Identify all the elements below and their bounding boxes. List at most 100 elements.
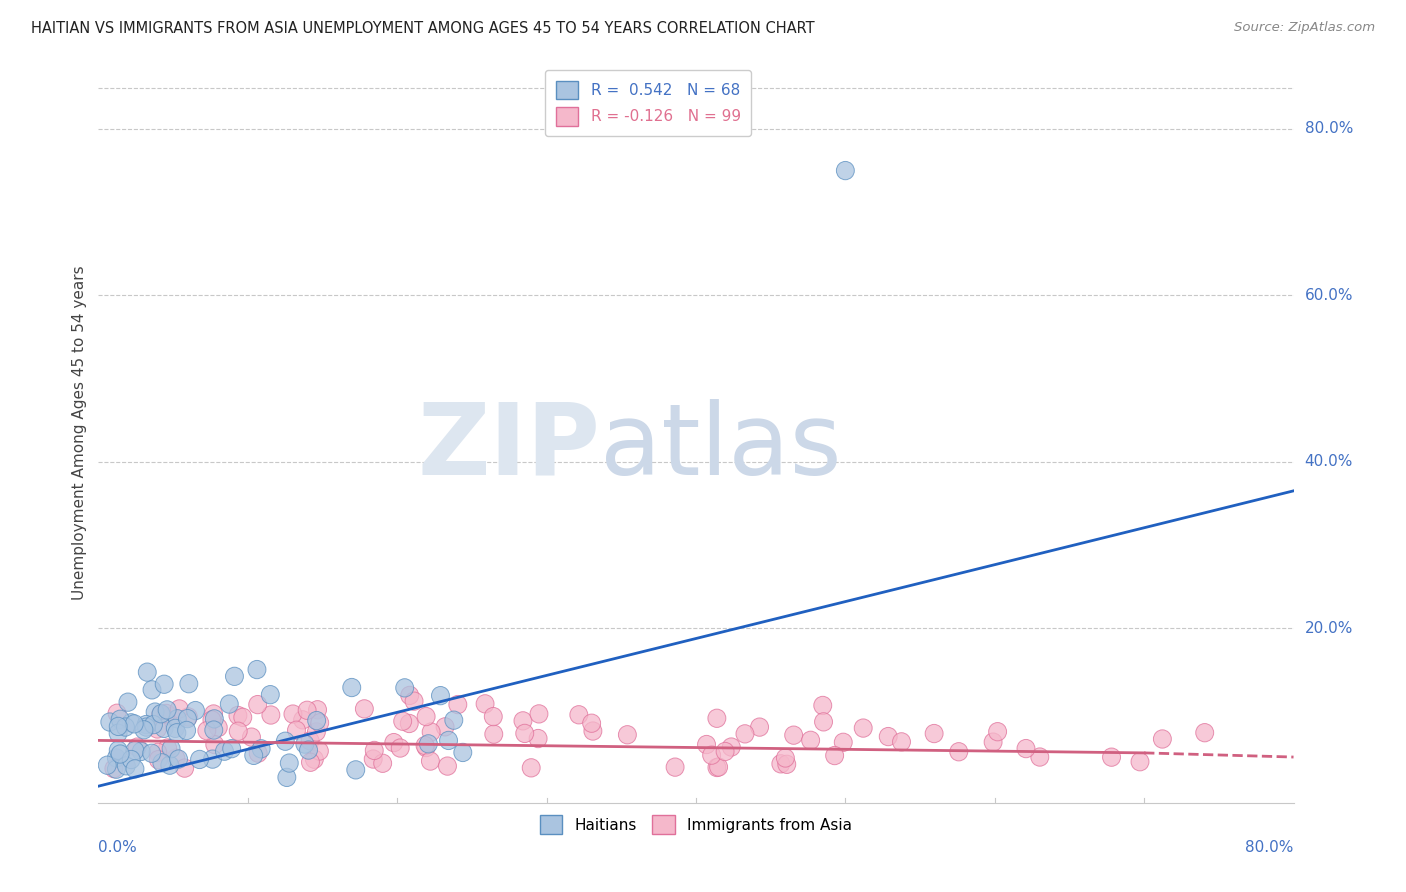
Ellipse shape: [167, 723, 186, 742]
Ellipse shape: [515, 712, 531, 730]
Ellipse shape: [1130, 753, 1149, 771]
Ellipse shape: [166, 719, 184, 738]
Text: 0.0%: 0.0%: [98, 840, 138, 855]
Ellipse shape: [619, 725, 637, 744]
Ellipse shape: [301, 753, 319, 772]
Ellipse shape: [179, 709, 197, 728]
Ellipse shape: [159, 739, 177, 757]
Ellipse shape: [221, 695, 238, 714]
Ellipse shape: [205, 705, 222, 723]
Ellipse shape: [440, 731, 457, 749]
Ellipse shape: [101, 713, 118, 731]
Text: ZIP: ZIP: [418, 399, 600, 496]
Ellipse shape: [582, 714, 600, 732]
Ellipse shape: [249, 744, 267, 763]
Ellipse shape: [233, 708, 252, 726]
Ellipse shape: [187, 701, 204, 720]
Ellipse shape: [107, 760, 125, 779]
Ellipse shape: [569, 706, 588, 724]
Ellipse shape: [308, 700, 326, 719]
Ellipse shape: [222, 739, 240, 758]
Ellipse shape: [111, 710, 129, 729]
Ellipse shape: [110, 741, 127, 759]
Ellipse shape: [374, 754, 392, 772]
Ellipse shape: [205, 721, 222, 739]
Ellipse shape: [225, 667, 243, 686]
Ellipse shape: [117, 718, 135, 736]
Ellipse shape: [155, 719, 173, 738]
Ellipse shape: [347, 761, 364, 779]
Ellipse shape: [311, 714, 329, 732]
Ellipse shape: [152, 705, 170, 723]
Ellipse shape: [295, 735, 314, 753]
Ellipse shape: [242, 728, 260, 747]
Ellipse shape: [247, 660, 266, 679]
Ellipse shape: [162, 707, 180, 725]
Ellipse shape: [418, 739, 434, 756]
Ellipse shape: [814, 697, 832, 714]
Ellipse shape: [311, 742, 329, 760]
Ellipse shape: [177, 722, 195, 739]
Text: atlas: atlas: [600, 399, 842, 496]
Ellipse shape: [122, 750, 141, 769]
Ellipse shape: [709, 758, 725, 777]
Ellipse shape: [107, 748, 125, 767]
Ellipse shape: [385, 733, 402, 752]
Ellipse shape: [855, 719, 872, 737]
Ellipse shape: [707, 709, 725, 728]
Ellipse shape: [716, 742, 734, 761]
Ellipse shape: [170, 750, 187, 768]
Ellipse shape: [122, 714, 141, 732]
Ellipse shape: [776, 749, 794, 767]
Ellipse shape: [132, 742, 150, 761]
Ellipse shape: [152, 706, 169, 724]
Ellipse shape: [666, 758, 685, 776]
Ellipse shape: [583, 722, 602, 740]
Ellipse shape: [301, 731, 319, 750]
Ellipse shape: [444, 711, 463, 730]
Ellipse shape: [157, 705, 176, 723]
Ellipse shape: [110, 724, 127, 742]
Ellipse shape: [772, 755, 790, 773]
Ellipse shape: [138, 715, 155, 734]
Ellipse shape: [405, 692, 423, 710]
Ellipse shape: [262, 706, 280, 724]
Ellipse shape: [366, 741, 384, 760]
Legend: Haitians, Immigrants from Asia: Haitians, Immigrants from Asia: [530, 806, 862, 843]
Ellipse shape: [169, 710, 187, 728]
Ellipse shape: [710, 758, 727, 776]
Ellipse shape: [825, 747, 844, 764]
Ellipse shape: [149, 750, 167, 769]
Ellipse shape: [485, 725, 503, 743]
Ellipse shape: [245, 747, 263, 764]
Ellipse shape: [252, 739, 270, 758]
Ellipse shape: [205, 710, 224, 728]
Text: HAITIAN VS IMMIGRANTS FROM ASIA UNEMPLOYMENT AMONG AGES 45 TO 54 YEARS CORRELATI: HAITIAN VS IMMIGRANTS FROM ASIA UNEMPLOY…: [31, 21, 814, 37]
Ellipse shape: [395, 679, 413, 697]
Ellipse shape: [778, 756, 796, 773]
Text: 80.0%: 80.0%: [1246, 840, 1294, 855]
Ellipse shape: [205, 735, 224, 754]
Ellipse shape: [155, 675, 173, 693]
Ellipse shape: [229, 706, 247, 724]
Ellipse shape: [1153, 730, 1171, 748]
Ellipse shape: [127, 741, 143, 760]
Ellipse shape: [419, 735, 437, 753]
Ellipse shape: [128, 738, 146, 756]
Ellipse shape: [697, 735, 716, 754]
Ellipse shape: [138, 718, 155, 736]
Text: 60.0%: 60.0%: [1305, 288, 1353, 303]
Text: 80.0%: 80.0%: [1305, 121, 1353, 136]
Ellipse shape: [703, 746, 721, 764]
Ellipse shape: [138, 663, 156, 681]
Ellipse shape: [215, 742, 233, 760]
Ellipse shape: [837, 161, 855, 179]
Ellipse shape: [522, 759, 540, 777]
Ellipse shape: [308, 712, 326, 730]
Ellipse shape: [294, 711, 312, 729]
Ellipse shape: [449, 696, 467, 714]
Ellipse shape: [262, 686, 280, 704]
Ellipse shape: [191, 750, 208, 769]
Ellipse shape: [176, 759, 194, 777]
Ellipse shape: [280, 754, 298, 772]
